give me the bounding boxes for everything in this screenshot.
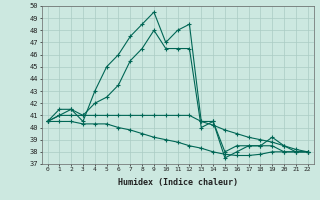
X-axis label: Humidex (Indice chaleur): Humidex (Indice chaleur): [118, 178, 237, 187]
